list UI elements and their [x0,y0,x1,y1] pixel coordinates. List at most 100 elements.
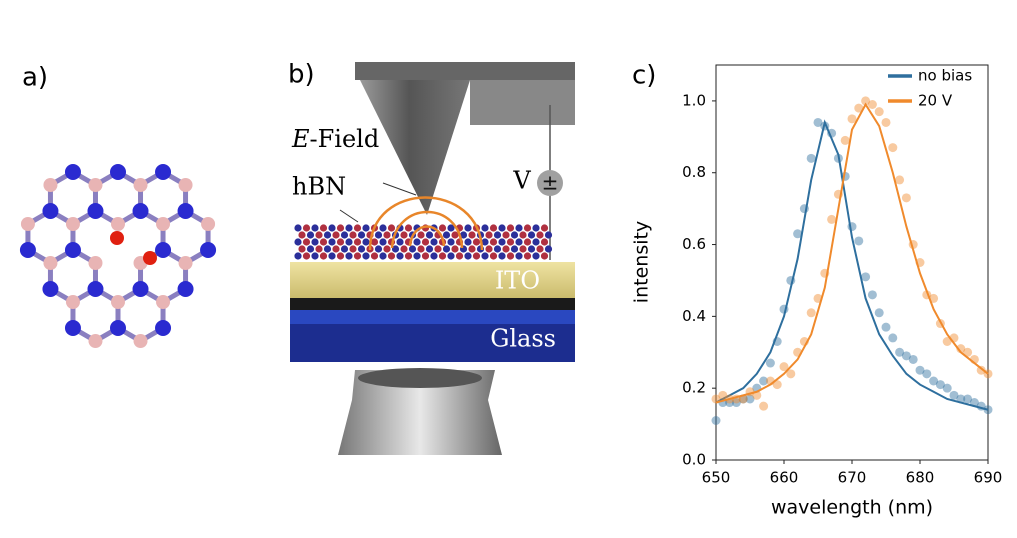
hbn-atom [493,245,502,253]
data-point [745,394,755,404]
hbn-atom [328,224,336,232]
y-axis-label: intensity [631,221,653,303]
hbn-atom [540,224,549,232]
hbn-atom [374,231,383,239]
hbn-atom [374,245,383,253]
hbn-atom [362,224,370,232]
hbn-atom [353,238,362,246]
hbn-atom [489,252,498,260]
data-point [840,135,850,145]
atom [65,217,80,231]
atom [132,281,149,297]
atom [88,334,103,348]
y-tick-label: 0.2 [682,379,706,397]
atom [88,178,103,192]
hbn-atom [387,252,396,260]
atom [177,203,194,219]
atom [178,256,193,270]
hbn-atom [519,245,527,253]
atom [133,334,148,348]
hbn-atom [510,245,519,253]
hbn-atom [464,238,472,246]
hbn-label: hBN [292,173,346,201]
atom [64,242,81,258]
hbn-atom [294,224,302,232]
hbn-atom [536,231,544,239]
hbn-atom [544,245,553,253]
hbn-atom [421,252,430,260]
hbn-atom [468,245,476,253]
data-point [867,290,877,300]
atom [20,217,35,231]
tip [360,80,470,215]
hbn-atom [442,231,451,239]
data-point [901,351,911,361]
hbn-atom [328,252,336,260]
x-tick-label: 690 [974,469,1003,487]
data-point [963,394,973,404]
data-point [731,398,741,408]
hbn-atom [498,238,506,246]
hbn-atom [302,252,311,260]
hbn-atom [430,252,438,260]
atom [155,242,172,258]
hbn-atom [404,224,413,232]
field-lines [368,196,484,251]
hbn-atom [315,245,323,253]
hbn-atom [323,231,332,239]
data-point [854,236,864,246]
atom [110,164,126,180]
data-point [881,322,891,332]
atom [87,281,104,297]
hbn-atom [510,231,519,239]
hbn-atom [417,245,425,253]
atom [87,203,104,219]
hbn-atom [400,231,408,239]
data-point [772,380,782,390]
data-point [881,117,891,127]
hbn-atom [387,224,396,232]
hbn-atom [298,245,306,253]
hbn-atom [502,231,510,239]
hbn-atom [417,231,425,239]
atom [155,164,172,180]
data-point [949,390,959,400]
data-point [888,143,898,153]
atom [88,256,103,270]
pointer [339,209,359,223]
hbn-atom [515,224,523,232]
hbn-atom [485,245,493,253]
data-point [976,365,986,375]
hbn-atom [319,252,328,260]
hbn-atom [527,231,536,239]
data-point [827,214,837,224]
hbn-atom [451,231,459,239]
hbn-atom [391,245,400,253]
hbn-atom [349,231,357,239]
hbn-atom [468,231,476,239]
y-tick-label: 1.0 [682,91,706,109]
hbn-atom [379,238,387,246]
hbn-atom [353,224,362,232]
hbn-atom [345,252,353,260]
hbn-atom [434,245,442,253]
hbn-atom [336,252,345,260]
hbn-atom [447,224,455,232]
hbn-atom [489,224,498,232]
hbn-atom [506,252,515,260]
data-point [963,347,973,357]
pointer [382,182,417,196]
data-point [765,358,775,368]
y-tick-label: 0.0 [682,451,706,469]
x-tick-label: 670 [838,469,867,487]
plot-frame [715,64,989,461]
atom [155,320,172,336]
voltage-label: V [512,167,531,195]
hbn-atom [523,238,532,246]
hbn-atom [472,252,481,260]
atom [201,217,216,231]
data-point [867,100,877,109]
ito-layer [290,262,575,300]
